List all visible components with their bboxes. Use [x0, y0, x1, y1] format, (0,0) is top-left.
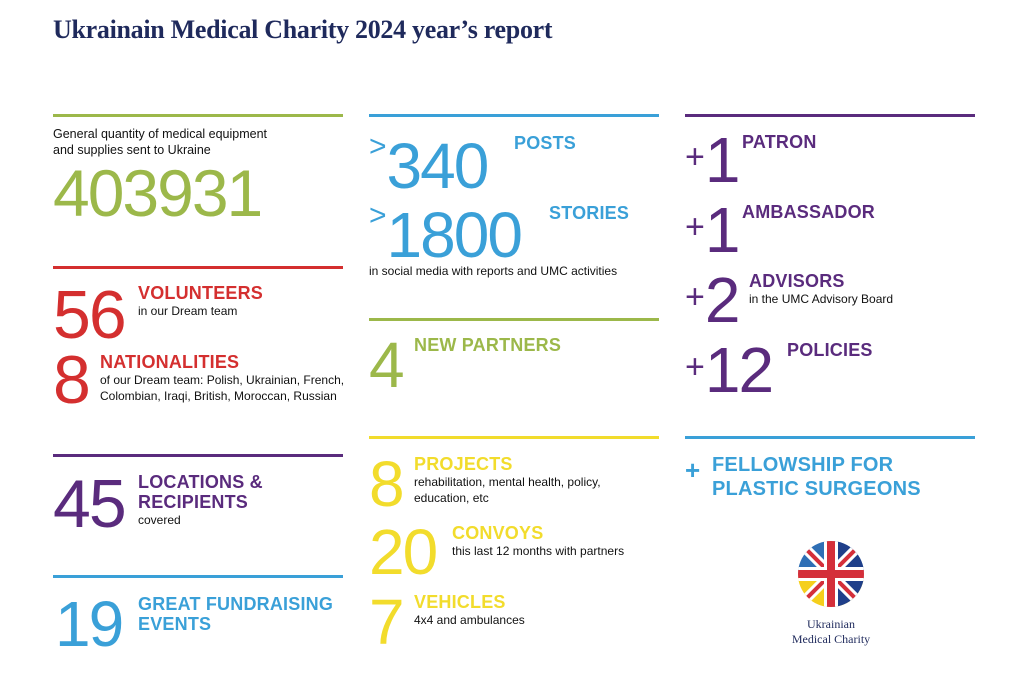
ambassador-label: AMBASSADOR [742, 202, 876, 222]
convoys-sub: this last 12 months with partners [452, 544, 625, 558]
logo-text: Ukrainian Medical Charity [791, 617, 871, 646]
fellowship-label: FELLOWSHIP FOR PLASTIC SURGEONS [712, 454, 921, 500]
divider-locations [53, 454, 343, 457]
divider-fundraising [53, 575, 343, 578]
convoys-value: 20 [369, 516, 438, 588]
ukrainian-medical-charity-logo: Ukrainian Medical Charity [789, 540, 873, 647]
nationalities-sub: of our Dream team: Polish, Ukrainian, Fr… [100, 373, 345, 403]
posts-label: POSTS [514, 133, 577, 153]
equipment-caption: General quantity of medical equipment an… [53, 127, 268, 157]
divider-projects [369, 436, 659, 439]
partners-value: 4 [369, 329, 405, 401]
patron-value: +1 [685, 124, 740, 196]
stories-label: STORIES [549, 203, 630, 223]
divider-equipment [53, 114, 343, 117]
nationalities-label: NATIONALITIES [100, 352, 240, 372]
ukraine-uk-flag-circle-icon [798, 541, 864, 607]
locations-label: LOCATIONS & RECIPIENTS [138, 472, 263, 512]
advisors-sub: in the UMC Advisory Board [749, 292, 894, 306]
stories-value: >1800 [369, 199, 523, 271]
projects-label: PROJECTS [414, 454, 513, 474]
stories-prefix: > [369, 199, 387, 232]
policies-prefix: + [685, 348, 705, 386]
advisors-label: ADVISORS [749, 271, 845, 291]
divider-social [369, 114, 659, 117]
vehicles-label: VEHICLES [414, 592, 506, 612]
fellowship-prefix: + [685, 455, 701, 485]
nationalities-value: 8 [53, 342, 91, 418]
page-title: Ukrainain Medical Charity 2024 year’s re… [53, 15, 553, 44]
advisors-prefix: + [685, 278, 705, 316]
partners-label: NEW PARTNERS [414, 335, 562, 355]
volunteers-label: VOLUNTEERS [138, 283, 264, 303]
social-sub: in social media with reports and UMC act… [369, 264, 618, 278]
equipment-value: 403931 [53, 156, 263, 230]
patron-label: PATRON [742, 132, 817, 152]
projects-sub: rehabilitation, mental health, policy, e… [414, 475, 601, 505]
advisors-value: +2 [685, 264, 740, 336]
divider-people [685, 114, 975, 117]
divider-fellowship [685, 436, 975, 439]
vehicles-value: 7 [369, 586, 405, 658]
volunteers-value: 56 [53, 277, 127, 353]
fundraising-value: 19 [55, 588, 124, 660]
divider-volunteers [53, 266, 343, 269]
posts-prefix: > [369, 130, 387, 163]
ambassador-prefix: + [685, 208, 705, 246]
posts-value: >340 [369, 130, 489, 202]
fundraising-label: GREAT FUNDRAISING EVENTS [138, 594, 334, 634]
ambassador-value: +1 [685, 194, 740, 266]
patron-prefix: + [685, 138, 705, 176]
volunteers-sub: in our Dream team [138, 304, 238, 318]
convoys-label: CONVOYS [452, 523, 544, 543]
policies-value: +12 [685, 334, 774, 406]
vehicles-sub: 4x4 and ambulances [414, 613, 525, 627]
divider-partners [369, 318, 659, 321]
policies-label: POLICIES [787, 340, 873, 360]
locations-sub: covered [138, 513, 181, 527]
projects-value: 8 [369, 448, 405, 520]
locations-value: 45 [53, 466, 127, 542]
